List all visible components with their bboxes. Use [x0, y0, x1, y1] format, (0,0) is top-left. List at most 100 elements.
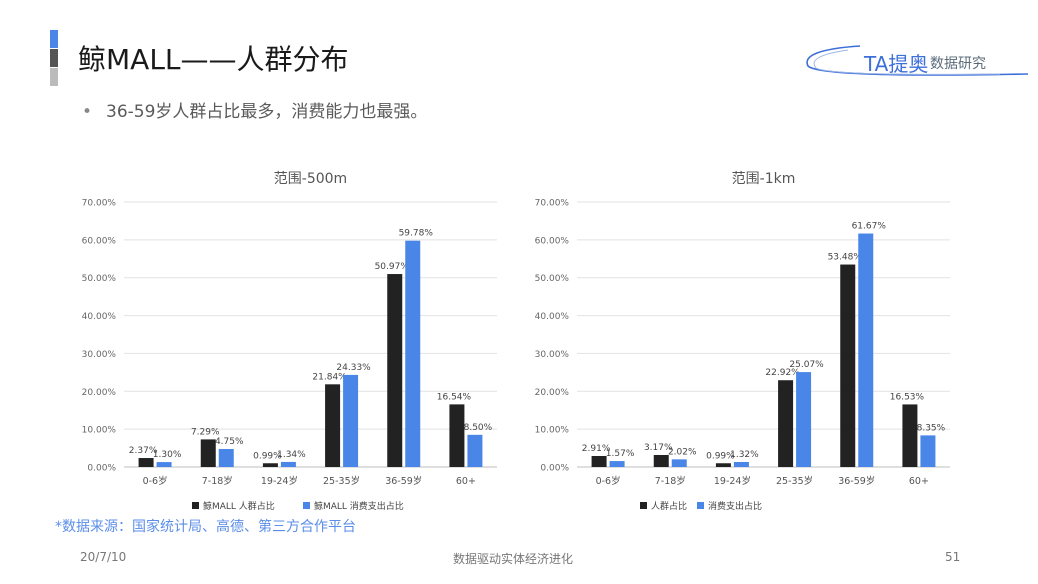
bar-population [387, 274, 403, 467]
data-label: 25.07% [789, 360, 824, 370]
data-label: 16.53% [890, 392, 925, 402]
y-tick-label: 50.00% [82, 274, 117, 284]
bar-population [840, 264, 856, 467]
y-tick-label: 30.00% [82, 350, 117, 360]
x-category-label: 25-35岁 [776, 475, 813, 487]
x-category-label: 25-35岁 [323, 475, 360, 487]
bar-population [325, 384, 341, 467]
bar-population [902, 404, 918, 467]
data-label: 1.30% [153, 450, 182, 460]
data-label: 2.91% [582, 444, 611, 454]
bar-spending [920, 435, 936, 467]
y-tick-label: 70.00% [82, 199, 117, 209]
footer-center-text: 数据驱动实体经济进化 [453, 552, 574, 566]
bar-spending [405, 240, 421, 467]
y-tick-label: 10.00% [82, 426, 117, 436]
data-label: 4.75% [215, 437, 244, 447]
y-tick-label: 30.00% [535, 350, 570, 360]
bar-spending [858, 233, 874, 467]
data-label: 53.48% [828, 253, 863, 263]
bullet-text: 36-59岁人群占比最多，消费能力也最强。 [106, 102, 428, 122]
y-tick-label: 0.00% [87, 464, 116, 474]
logo-sub-text: 数据研究 [930, 56, 986, 72]
y-tick-label: 50.00% [535, 274, 570, 284]
y-tick-label: 10.00% [535, 426, 570, 436]
bar-spending [280, 461, 296, 467]
data-label: 8.50% [464, 423, 493, 433]
data-label: 7.29% [191, 427, 220, 437]
bar-spending [467, 434, 483, 467]
logo-swoosh [806, 45, 1029, 76]
data-label: 2.02% [668, 447, 697, 457]
data-label: 16.54% [437, 392, 472, 402]
legend-label: 鲸MALL 人群占比 [203, 500, 275, 512]
data-source-note: *数据来源：国家统计局、高德、第三方合作平台 [55, 519, 356, 535]
x-category-label: 36-59岁 [385, 475, 422, 487]
legend-swatch [697, 502, 704, 509]
legend-swatch [640, 502, 647, 509]
x-category-label: 60+ [909, 476, 929, 487]
x-category-label: 0-6岁 [143, 475, 168, 487]
bar-population [262, 463, 278, 467]
y-tick-label: 20.00% [82, 388, 117, 398]
x-category-label: 7-18岁 [655, 475, 686, 487]
bar-population [653, 454, 669, 467]
page-title: 鲸MALL——人群分布 [78, 43, 349, 76]
bar-population [138, 458, 154, 467]
data-label: 50.97% [375, 262, 410, 272]
x-category-label: 19-24岁 [714, 475, 751, 487]
legend-swatch [192, 502, 199, 509]
y-tick-label: 40.00% [82, 312, 117, 322]
data-label: 2.37% [129, 446, 158, 456]
data-label: 3.17% [644, 443, 673, 453]
accent-bar-top [50, 30, 58, 48]
data-label: 1.57% [606, 449, 635, 459]
bullet-point: • 36-59岁人群占比最多，消费能力也最强。 [82, 97, 427, 122]
bar-spending [671, 459, 687, 467]
accent-bar-middle [50, 49, 58, 67]
data-label: 1.32% [730, 450, 759, 460]
chart-title: 范围-1km [732, 170, 796, 187]
legend-label: 人群占比 [651, 500, 687, 512]
legend-label: 鲸MALL 消费支出占比 [314, 500, 404, 512]
bar-population [591, 455, 607, 467]
x-category-label: 19-24岁 [261, 475, 298, 487]
x-category-label: 36-59岁 [838, 475, 875, 487]
y-tick-label: 20.00% [535, 388, 570, 398]
footer-page-number: 51 [945, 550, 961, 564]
bar-population [778, 380, 794, 467]
bar-spending [609, 461, 625, 467]
y-tick-label: 60.00% [82, 236, 117, 246]
brand-logo: TA提奥 数据研究 [800, 38, 1032, 84]
legend-swatch [303, 502, 310, 509]
x-category-label: 0-6岁 [596, 475, 621, 487]
y-tick-label: 70.00% [535, 199, 570, 209]
bar-spending [796, 372, 812, 467]
chart-title: 范围-500m [274, 170, 347, 187]
bar-spending [343, 374, 359, 467]
data-label: 61.67% [852, 222, 887, 232]
x-category-label: 60+ [456, 476, 476, 487]
legend-label: 消费支出占比 [708, 500, 762, 512]
data-label: 0.99% [253, 451, 282, 461]
bar-spending [156, 462, 172, 467]
bar-population [200, 439, 216, 467]
data-label: 21.84% [312, 372, 347, 382]
y-tick-label: 40.00% [535, 312, 570, 322]
data-label: 24.33% [336, 363, 371, 373]
bar-population [715, 463, 731, 467]
data-label: 1.34% [277, 450, 306, 460]
data-label: 22.92% [765, 368, 800, 378]
data-label: 59.78% [399, 229, 434, 239]
y-tick-label: 60.00% [535, 236, 570, 246]
chart-500m: 范围-500m 0.00% 10.00% 20.00% 30.00% 40.00% 50.0… [82, 170, 497, 512]
bar-spending [218, 449, 234, 467]
bar-population [449, 404, 465, 467]
chart-1km: 范围-1km 0.00% 10.00% 20.00% 30.00% 40.00% 50.00… [535, 170, 950, 512]
bar-spending [733, 462, 749, 467]
logo-main-text: TA提奥 [864, 52, 929, 76]
accent-bar-bottom [50, 68, 58, 86]
bullet-dot: • [82, 102, 93, 122]
data-label: 0.99% [706, 451, 735, 461]
y-tick-label: 0.00% [540, 464, 569, 474]
